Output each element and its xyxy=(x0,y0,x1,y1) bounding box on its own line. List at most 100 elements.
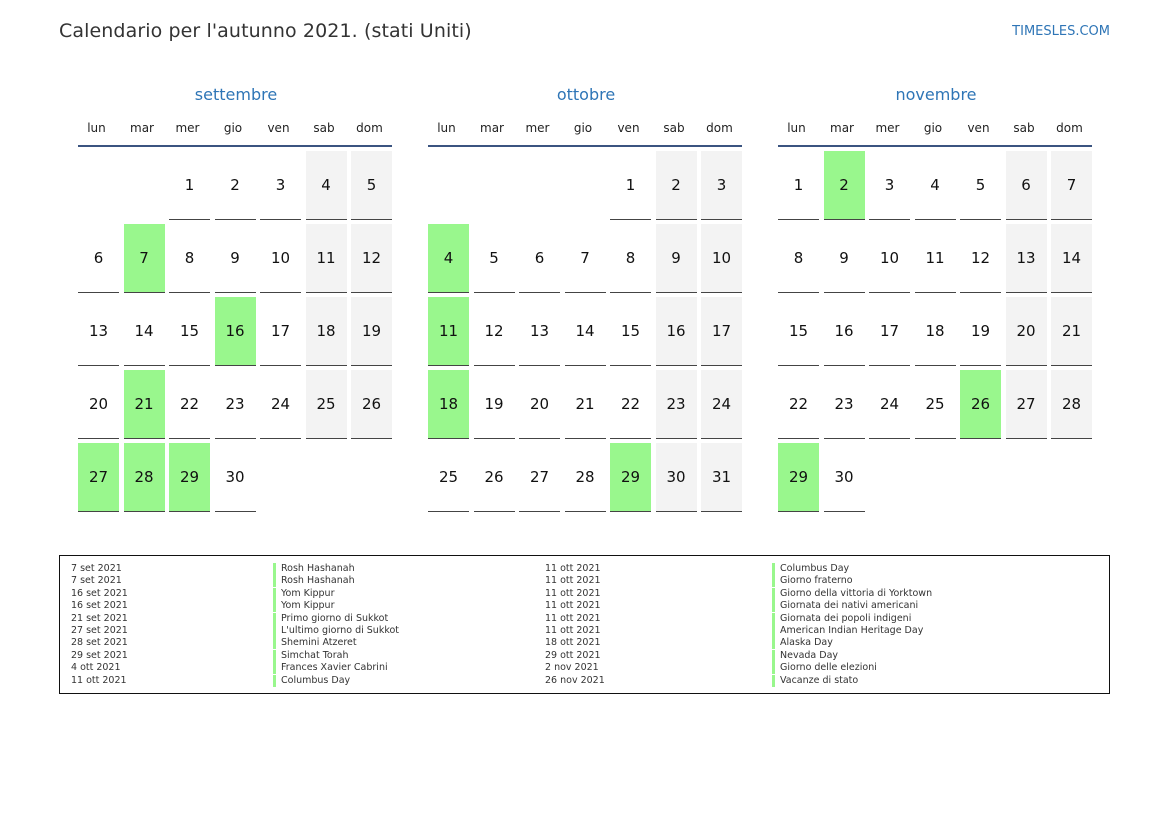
day-cell: 24 xyxy=(701,370,742,439)
month-name: settembre xyxy=(194,85,278,104)
holiday-day-cell: 11 xyxy=(428,297,469,366)
weekday-lun: lun xyxy=(87,121,106,135)
legend-name: Simchat Torah xyxy=(273,649,399,663)
weekday-mar: mar xyxy=(830,121,854,135)
day-cell: 28 xyxy=(1051,370,1092,439)
holiday-legend: 7 set 2021 7 set 2021 16 set 2021 16 set 20… xyxy=(59,555,1110,694)
weekday-sab: sab xyxy=(313,121,335,135)
day-cell: 23 xyxy=(823,370,865,439)
legend-name: Columbus Day xyxy=(772,563,932,576)
day-cell: 25 xyxy=(914,370,956,439)
day-cell: 17 xyxy=(869,297,910,366)
day-cell: 10 xyxy=(260,224,301,293)
day-cell: 5 xyxy=(960,151,1001,220)
legend-left-dates: 7 set 2021 7 set 2021 16 set 2021 16 set 20… xyxy=(71,563,128,687)
day-cell: 9 xyxy=(214,224,256,293)
day-cell: 25 xyxy=(305,370,347,439)
legend-name: Giorno fraterno xyxy=(772,575,932,588)
day-cell: 18 xyxy=(914,297,956,366)
legend-name: Alaska Day xyxy=(772,637,932,650)
empty-cell xyxy=(519,151,560,220)
day-cell: 22 xyxy=(778,370,819,439)
holiday-day-cell: 18 xyxy=(428,370,469,439)
empty-cell xyxy=(428,151,469,220)
legend-date: 29 ott 2021 xyxy=(545,649,601,661)
holiday-day-cell: 4 xyxy=(428,224,469,293)
day-cell: 8 xyxy=(169,224,210,293)
legend-date: 16 set 2021 xyxy=(71,600,128,612)
day-cell: 9 xyxy=(823,224,865,293)
day-cell: 30 xyxy=(655,443,697,512)
day-cell: 5 xyxy=(351,151,392,220)
legend-date: 21 set 2021 xyxy=(71,612,128,624)
day-cell: 17 xyxy=(701,297,742,366)
day-cell: 10 xyxy=(869,224,910,293)
empty-cell xyxy=(78,151,119,220)
month-novembre: novembre lun mar mer gio ven sab dom 1 2 3 4 5 6 7 8 9 10… xyxy=(778,84,1094,512)
day-cell: 3 xyxy=(869,151,910,220)
day-cell: 15 xyxy=(610,297,651,366)
day-cell: 15 xyxy=(169,297,210,366)
weekday-dom: dom xyxy=(706,121,733,135)
empty-cell xyxy=(124,151,165,220)
day-cell: 23 xyxy=(655,370,697,439)
weekday-gio: gio xyxy=(223,121,243,135)
month-name: ottobre xyxy=(556,85,616,104)
weekday-dom: dom xyxy=(356,121,383,135)
day-cell: 24 xyxy=(869,370,910,439)
month-settembre: settembre lun mar mer gio ven sab dom 1 2 3 4 5 6 7 8 9 1… xyxy=(78,84,394,512)
weekday-ven: ven xyxy=(617,121,640,135)
month-ottobre: ottobre lun mar mer gio ven sab dom 1 2 3 4 5 6 7 8 9 10 1… xyxy=(428,84,744,512)
day-cell: 13 xyxy=(519,297,560,366)
legend-name: Giorno delle elezioni xyxy=(772,662,932,675)
legend-name: Shemini Atzeret xyxy=(273,637,399,650)
empty-cell xyxy=(474,151,515,220)
legend-name: American Indian Heritage Day xyxy=(772,624,932,638)
legend-name: Vacanze di stato xyxy=(772,674,932,687)
day-cell: 6 xyxy=(1005,151,1047,220)
day-cell: 26 xyxy=(473,443,515,512)
holiday-day-cell: 29 xyxy=(778,443,819,512)
legend-name: Columbus Day xyxy=(273,674,399,687)
holiday-day-cell: 26 xyxy=(960,370,1001,439)
holiday-day-cell: 27 xyxy=(78,443,119,512)
day-cell: 24 xyxy=(260,370,301,439)
day-cell: 3 xyxy=(260,151,301,220)
day-cell: 11 xyxy=(914,224,956,293)
day-cell: 1 xyxy=(610,151,651,220)
day-cell: 16 xyxy=(655,297,697,366)
holiday-day-cell: 28 xyxy=(123,443,165,512)
day-cell: 25 xyxy=(428,443,469,512)
site-link[interactable]: TIMESLES.COM xyxy=(1012,24,1110,39)
day-cell: 14 xyxy=(1051,224,1092,293)
day-cell: 9 xyxy=(655,224,697,293)
legend-date: 16 set 2021 xyxy=(71,587,128,599)
day-cell: 21 xyxy=(564,370,606,439)
day-cell: 12 xyxy=(960,224,1001,293)
day-cell: 7 xyxy=(564,224,606,293)
day-cell: 12 xyxy=(351,224,392,293)
legend-date: 11 ott 2021 xyxy=(545,600,601,612)
day-cell: 5 xyxy=(473,224,515,293)
day-cell: 16 xyxy=(823,297,865,366)
day-cell: 31 xyxy=(701,443,742,512)
legend-date: 7 set 2021 xyxy=(71,563,122,574)
weekday-header: lun mar mer gio ven sab dom xyxy=(426,116,744,140)
holiday-day-cell: 29 xyxy=(169,443,210,512)
weekday-dom: dom xyxy=(1056,121,1083,135)
day-cell: 13 xyxy=(1005,224,1047,293)
day-cell: 27 xyxy=(519,443,560,512)
day-cell: 2 xyxy=(655,151,697,220)
day-cell: 19 xyxy=(351,297,392,366)
day-cell: 2 xyxy=(214,151,256,220)
legend-date: 4 ott 2021 xyxy=(71,662,121,674)
month-divider xyxy=(78,145,392,147)
weekday-mar: mar xyxy=(480,121,504,135)
day-cell: 20 xyxy=(519,370,560,439)
weekday-mer: mer xyxy=(525,121,550,135)
holiday-day-cell: 29 xyxy=(610,443,651,512)
legend-name: Giornata dei popoli indigeni xyxy=(772,612,932,625)
legend-date: 11 ott 2021 xyxy=(545,612,601,624)
day-cell: 8 xyxy=(778,224,819,293)
day-cell: 23 xyxy=(214,370,256,439)
